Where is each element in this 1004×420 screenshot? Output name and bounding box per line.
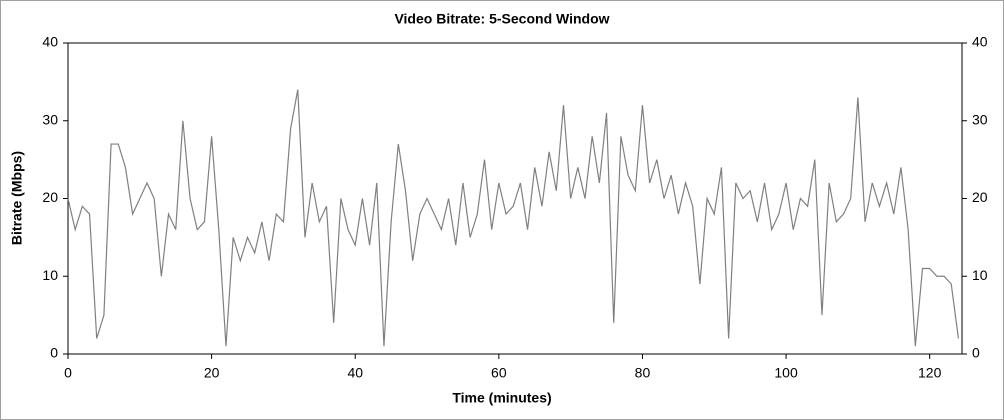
data-line bbox=[67, 89, 960, 347]
y-tick-label: 20 bbox=[42, 189, 58, 205]
x-tick-label: 40 bbox=[347, 365, 363, 381]
y-tick-label: 0 bbox=[50, 345, 58, 361]
x-tick-label: 120 bbox=[918, 365, 942, 381]
x-axis-label: Time (minutes) bbox=[452, 390, 551, 406]
x-tick-label: 100 bbox=[774, 365, 798, 381]
y-tick-label: 30 bbox=[42, 111, 58, 127]
x-tick-label: 60 bbox=[491, 365, 507, 381]
y2-tick-label: 0 bbox=[972, 345, 980, 361]
y2-tick-label: 30 bbox=[972, 111, 988, 127]
y-tick-label: 10 bbox=[42, 267, 58, 283]
y-tick-label: 40 bbox=[42, 34, 58, 50]
y2-tick-label: 40 bbox=[972, 34, 988, 50]
x-tick-label: 0 bbox=[64, 365, 72, 381]
y-axis-label: Bitrate (Mbps) bbox=[9, 151, 25, 245]
x-tick-label: 20 bbox=[204, 365, 220, 381]
chart-title: Video Bitrate: 5-Second Window bbox=[394, 11, 609, 27]
y2-tick-label: 20 bbox=[972, 189, 988, 205]
x-tick-label: 80 bbox=[635, 365, 651, 381]
y2-tick-label: 10 bbox=[972, 267, 988, 283]
